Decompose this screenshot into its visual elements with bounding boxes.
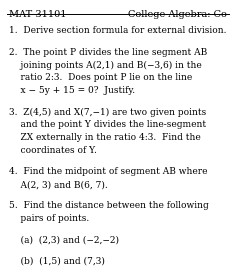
- Text: joining points A(2,1) and B(−3,6) in the: joining points A(2,1) and B(−3,6) in the: [9, 60, 202, 70]
- Text: College Algebra: Co: College Algebra: Co: [128, 10, 227, 19]
- Text: A(2, 3) and B(6, 7).: A(2, 3) and B(6, 7).: [9, 180, 108, 189]
- Text: 5.  Find the distance between the following: 5. Find the distance between the followi…: [9, 201, 209, 210]
- Text: pairs of points.: pairs of points.: [9, 214, 90, 223]
- Text: (a)  (2,3) and (−2,−2): (a) (2,3) and (−2,−2): [9, 235, 119, 244]
- Text: coordinates of Y.: coordinates of Y.: [9, 146, 97, 155]
- Text: ratio 2:3.  Does point P lie on the line: ratio 2:3. Does point P lie on the line: [9, 73, 193, 82]
- Text: (b)  (1,5) and (7,3): (b) (1,5) and (7,3): [9, 256, 105, 265]
- Text: ZX externally in the ratio 4:3.  Find the: ZX externally in the ratio 4:3. Find the: [9, 133, 201, 142]
- Text: 3.  Z(4,5) and X(7,−1) are two given points: 3. Z(4,5) and X(7,−1) are two given poin…: [9, 107, 207, 117]
- Text: 2.  The point P divides the line segment AB: 2. The point P divides the line segment …: [9, 48, 208, 56]
- Text: MAT 31101: MAT 31101: [9, 10, 67, 19]
- Text: and the point Y divides the line-segment: and the point Y divides the line-segment: [9, 120, 206, 129]
- Text: x − 5y + 15 = 0?  Justify.: x − 5y + 15 = 0? Justify.: [9, 86, 135, 95]
- Text: 4.  Find the midpoint of segment AB where: 4. Find the midpoint of segment AB where: [9, 167, 208, 176]
- Text: 1.  Derive section formula for external division.: 1. Derive section formula for external d…: [9, 26, 227, 35]
